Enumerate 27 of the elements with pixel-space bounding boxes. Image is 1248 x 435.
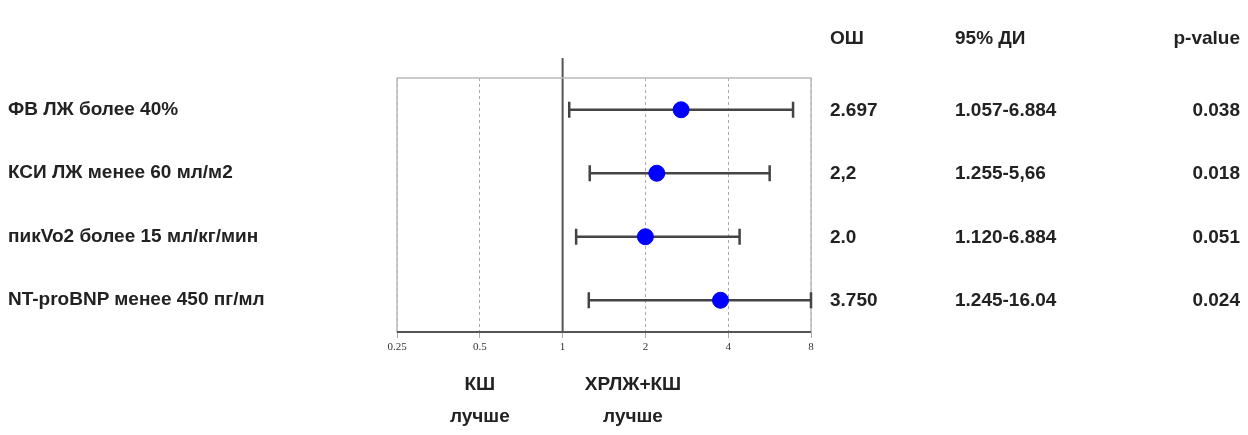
text: p-value (1173, 27, 1240, 49)
x-tick-label: 0.25 (387, 340, 408, 353)
text: 1.255-5,66 (955, 162, 1046, 185)
text: 3.750 (830, 289, 878, 312)
text: 95% ДИ (955, 27, 1026, 49)
text: ОШ (830, 27, 864, 49)
text: 0.051 (1192, 225, 1240, 248)
x-tick-label: 4 (725, 340, 732, 353)
text: 1.057-6.884 (955, 98, 1057, 121)
text: ХРЛЖ+КШ лучше (584, 373, 682, 426)
x-tick-label: 1 (559, 340, 566, 353)
y-tick-label: пикVo2 более 15 мл/кг/мин (8, 224, 259, 246)
x-tick-label: 2 (642, 340, 649, 353)
text: 2.697 (830, 98, 878, 121)
text: 2.0 (830, 225, 857, 248)
text: 1.120-6.884 (955, 225, 1057, 248)
x-tick-label: 0.5 (472, 340, 488, 353)
y-tick-label: КСИ ЛЖ менее 60 мл/м2 (8, 161, 233, 183)
text: 1.245-16.04 (955, 289, 1057, 312)
text: 0.024 (1192, 289, 1240, 312)
x-tick-label: 8 (808, 340, 815, 353)
text: КШ лучше (449, 373, 510, 426)
text: 2,2 (830, 162, 857, 185)
y-tick-label: NT-proBNP менее 450 пг/мл (8, 288, 265, 310)
text: 0.038 (1192, 98, 1240, 121)
text: 0.018 (1192, 162, 1240, 185)
y-tick-label: ФВ ЛЖ более 40% (8, 97, 179, 119)
